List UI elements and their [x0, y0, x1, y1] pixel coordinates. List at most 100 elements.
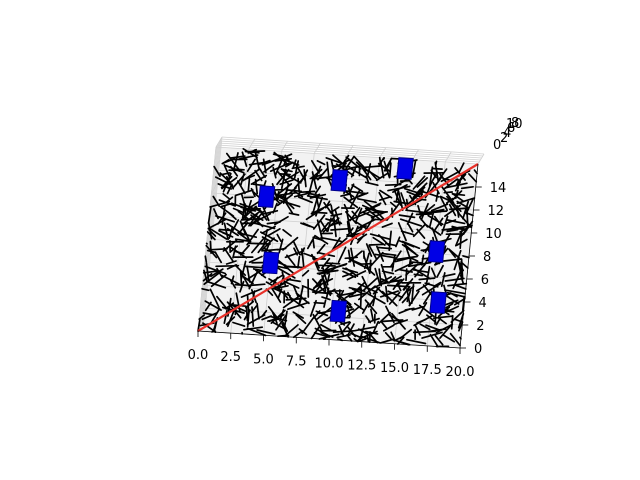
z-tick-label: 6: [507, 121, 515, 136]
network-edge: [222, 193, 231, 200]
network-edge: [316, 160, 326, 166]
network-edge: [215, 215, 235, 223]
network-edge: [431, 167, 443, 170]
network-edge: [312, 214, 326, 230]
network-edge: [201, 312, 218, 321]
network-edge: [313, 331, 330, 338]
network-edge: [451, 192, 465, 203]
network-edge: [384, 160, 392, 172]
network-edge: [448, 305, 460, 312]
network-edge: [433, 281, 442, 288]
network-edge: [276, 267, 296, 279]
network-edge: [201, 287, 210, 292]
network-edge: [443, 178, 459, 190]
network-edge: [345, 156, 355, 170]
network-edge: [378, 196, 391, 201]
network-edge: [301, 285, 319, 294]
network-edge: [262, 158, 267, 174]
network-edge: [278, 238, 284, 254]
network-edge: [234, 264, 247, 277]
network-edge: [261, 315, 273, 321]
network-edge: [269, 162, 290, 173]
network-edge: [382, 252, 397, 257]
network-edge: [307, 176, 315, 197]
network-edge: [267, 318, 280, 322]
network-edge: [219, 172, 231, 176]
network-edge: [256, 302, 260, 320]
network-edge: [242, 168, 261, 182]
axis-ticks: 0.0 2.5 5.0 7.5 10.0 12.5 15.0 17.5 20.002468101…: [188, 116, 523, 380]
network-edge: [380, 321, 388, 329]
network-edge: [453, 283, 467, 290]
network-edge: [350, 165, 361, 169]
network-edge: [234, 189, 254, 197]
network-edge: [259, 231, 279, 243]
network-edge: [275, 191, 298, 197]
network-edge: [439, 195, 449, 212]
grid-line-y: [202, 284, 465, 303]
network-edge: [197, 318, 201, 332]
network-edge: [232, 321, 246, 327]
network-edge: [292, 240, 301, 256]
network-edge: [327, 217, 332, 232]
network-edge: [397, 190, 404, 212]
network-edge: [441, 227, 465, 231]
network-edge: [246, 327, 267, 337]
network-edge: [202, 312, 215, 316]
network-edge: [361, 167, 372, 181]
network-edge: [246, 314, 266, 326]
grid-line-z: [220, 138, 483, 157]
network-edge: [398, 214, 416, 219]
network-edge: [445, 219, 457, 225]
network-edge: [438, 168, 448, 180]
network-edge: [399, 218, 423, 227]
y-tick-label: 8: [483, 250, 491, 265]
network-edge: [316, 307, 332, 320]
network-edge: [325, 157, 343, 164]
network-edge: [226, 264, 238, 270]
network-edge: [434, 161, 440, 183]
network-edge: [364, 330, 379, 335]
network-edge: [442, 334, 456, 343]
network-edge: [357, 233, 368, 241]
network-edge: [276, 195, 288, 203]
network-edge: [300, 222, 311, 228]
network-edge: [321, 257, 331, 270]
network-edge: [356, 225, 367, 230]
network-edge: [362, 276, 379, 292]
network-edge: [412, 188, 422, 199]
network-edge: [367, 296, 377, 308]
network-edge: [425, 224, 442, 236]
network-edge: [384, 331, 392, 340]
network-edge: [388, 162, 392, 178]
network-edge: [375, 172, 389, 182]
network-edge: [326, 262, 341, 265]
x-tick-label: 2.5: [220, 350, 241, 365]
network-edge: [300, 169, 309, 183]
network-edge: [439, 195, 450, 202]
network-edge: [325, 262, 348, 272]
network-edge: [235, 292, 241, 313]
network-edge: [330, 227, 349, 231]
network-edge: [298, 285, 304, 304]
network-edge: [378, 268, 383, 287]
network-edge: [248, 213, 258, 227]
network-edge: [381, 290, 398, 307]
network-edge: [439, 323, 453, 339]
network-edge: [368, 243, 384, 246]
network-edge: [241, 203, 246, 219]
network-edge: [225, 260, 237, 265]
network-edge: [468, 173, 478, 183]
network-edge: [404, 307, 415, 311]
network-edge: [247, 242, 271, 245]
network-edge: [245, 150, 266, 153]
network-edge: [364, 299, 378, 315]
network-edge: [246, 294, 250, 315]
network-edge: [247, 178, 251, 192]
network-edge: [361, 302, 370, 314]
network-edge: [419, 323, 431, 331]
network-edge: [312, 313, 323, 332]
network-edge: [281, 153, 293, 160]
network-edge: [407, 190, 425, 205]
network-edge: [321, 274, 327, 292]
